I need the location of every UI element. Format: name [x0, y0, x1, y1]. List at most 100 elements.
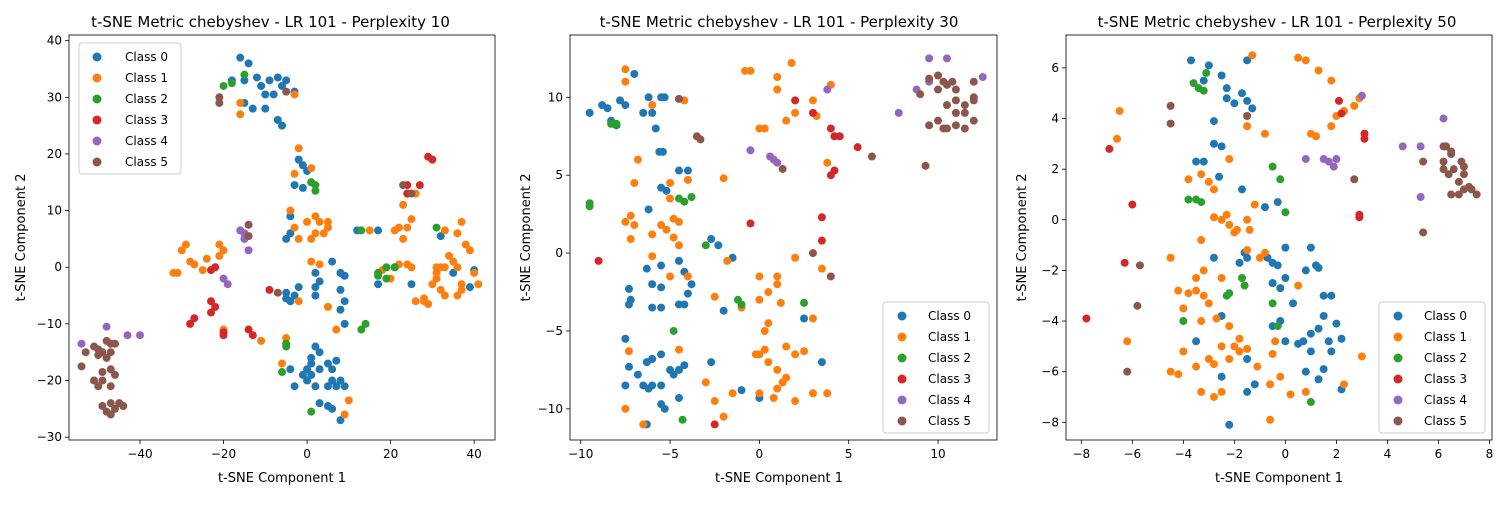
point-class-1 [1250, 200, 1259, 209]
point-class-0 [328, 257, 337, 266]
point-class-1 [1209, 213, 1218, 222]
point-class-5 [867, 152, 876, 161]
point-class-1 [1197, 387, 1206, 396]
point-class-3 [1128, 200, 1137, 209]
subplot-1-legend-label-class-1: Class 1 [125, 71, 168, 85]
point-class-1 [1192, 286, 1201, 295]
point-class-3 [1082, 314, 1091, 323]
point-class-1 [1197, 317, 1206, 326]
point-class-0 [1222, 84, 1231, 93]
subplot-2-x-tick-label: −5 [661, 447, 679, 461]
point-class-0 [323, 359, 332, 368]
point-class-0 [1314, 263, 1323, 272]
point-class-1 [453, 291, 462, 300]
point-class-0 [407, 280, 416, 289]
point-class-1 [294, 234, 303, 243]
point-class-1 [773, 280, 782, 289]
point-class-3 [211, 302, 220, 311]
point-class-0 [1199, 76, 1208, 85]
point-class-1 [630, 221, 639, 230]
subplot-1-legend-marker-class-5 [92, 157, 102, 167]
point-class-0 [1314, 324, 1323, 333]
point-class-0 [1248, 104, 1257, 113]
point-class-1 [1217, 274, 1226, 282]
subplot-3-x-tick-label: −6 [1123, 447, 1141, 461]
subplot-3-y-tick-label: −2 [1041, 263, 1059, 277]
point-class-0 [1327, 347, 1336, 356]
point-class-0 [374, 226, 383, 235]
point-class-3 [710, 420, 719, 429]
point-class-0 [687, 280, 696, 289]
point-class-3 [190, 314, 199, 323]
point-class-1 [407, 263, 416, 272]
point-class-3 [1120, 258, 1129, 267]
point-class-5 [1243, 112, 1252, 120]
point-class-1 [782, 116, 791, 125]
point-class-5 [674, 94, 683, 103]
point-class-0 [1327, 291, 1336, 300]
subplot-2-y-axis-label: t-SNE Component 2 [519, 174, 534, 302]
point-class-1 [773, 272, 782, 281]
point-class-4 [1416, 193, 1425, 201]
point-class-0 [282, 234, 291, 243]
point-class-0 [1235, 258, 1244, 267]
point-class-5 [1447, 149, 1456, 158]
point-class-1 [202, 254, 211, 263]
point-class-0 [657, 261, 666, 270]
point-class-2 [585, 199, 594, 208]
point-class-0 [290, 382, 299, 391]
point-class-1 [315, 260, 324, 269]
point-class-3 [817, 236, 826, 245]
point-class-5 [1439, 157, 1448, 166]
point-class-1 [1350, 101, 1359, 110]
point-class-0 [1324, 337, 1333, 346]
point-class-0 [662, 186, 671, 195]
point-class-1 [791, 108, 800, 117]
subplot-1-legend-label-class-3: Class 3 [125, 113, 168, 127]
point-class-1 [215, 240, 224, 249]
point-class-1 [407, 215, 416, 224]
point-class-2 [307, 407, 316, 416]
point-class-1 [198, 266, 207, 275]
point-class-0 [282, 288, 291, 297]
point-class-2 [737, 300, 746, 309]
subplot-3-legend-marker-class-4 [1393, 395, 1403, 405]
point-class-5 [106, 365, 115, 374]
point-class-0 [340, 297, 349, 306]
point-class-1 [728, 389, 737, 398]
point-class-0 [1243, 96, 1252, 105]
point-class-1 [674, 217, 683, 226]
point-class-5 [1439, 165, 1448, 174]
subplot-2-legend-marker-class-2 [897, 353, 907, 363]
point-class-0 [1250, 380, 1259, 389]
subplot-1-x-axis-label: t-SNE Component 1 [218, 471, 346, 486]
point-class-0 [1217, 142, 1226, 151]
subplot-3-x-tick-label: 8 [1486, 447, 1494, 461]
point-class-1 [621, 77, 630, 86]
point-class-0 [303, 365, 312, 374]
point-class-1 [1243, 246, 1252, 255]
subplot-2-y-tick-label: 5 [555, 168, 563, 182]
point-class-2 [1179, 317, 1188, 326]
point-class-0 [1217, 372, 1226, 381]
point-class-1 [278, 359, 286, 368]
subplot-3-legend: Class 0 Class 1 Class 2 Class 3 Class 4 … [1378, 301, 1486, 434]
subplot-2-title: t-SNE Metric chebyshev - LR 101 - Perple… [600, 13, 959, 31]
point-class-1 [1243, 344, 1252, 353]
subplot-3-x-tick-label: −4 [1174, 447, 1192, 461]
point-class-4 [136, 331, 144, 340]
point-class-1 [808, 314, 817, 323]
point-class-1 [440, 226, 449, 235]
point-class-0 [1314, 375, 1323, 384]
point-class-1 [1204, 299, 1213, 308]
point-class-5 [951, 85, 960, 94]
point-class-1 [1248, 51, 1257, 60]
point-class-4 [244, 246, 253, 255]
point-class-5 [215, 93, 224, 102]
subplot-1-x-tick-label: −20 [211, 447, 236, 461]
subplot-1-legend-label-class-5: Class 5 [125, 155, 168, 169]
point-class-1 [290, 223, 299, 232]
point-class-0 [648, 108, 657, 117]
point-class-0 [1301, 367, 1310, 376]
point-class-4 [1398, 142, 1407, 151]
